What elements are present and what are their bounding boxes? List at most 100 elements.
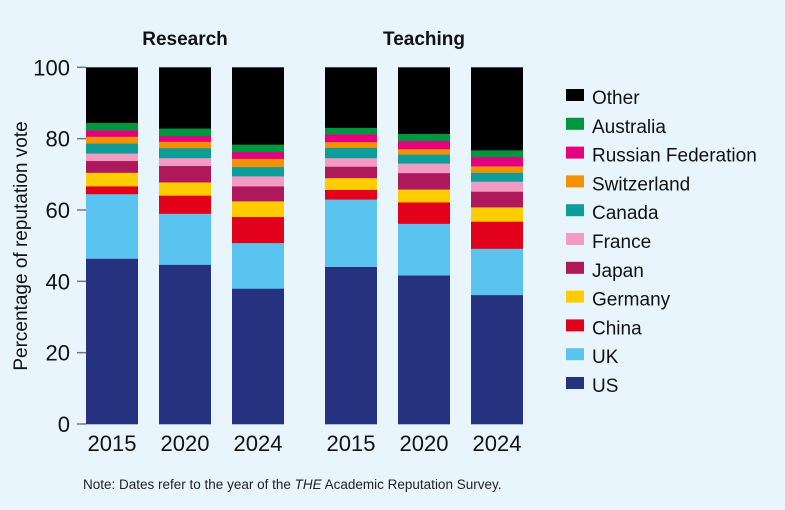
bar-segment-germany — [159, 182, 211, 196]
bar-segment-other — [232, 67, 284, 145]
bar-segment-japan — [325, 166, 377, 179]
bar-segment-japan — [159, 165, 211, 183]
bar-segment-china — [232, 216, 284, 244]
bar-segment-germany — [471, 207, 523, 222]
legend-swatch — [566, 175, 584, 188]
bar-segment-switzerland — [232, 158, 284, 168]
bar-segment-us — [159, 264, 211, 425]
bar-segment-australia — [159, 128, 211, 137]
legend-label: Japan — [592, 261, 644, 282]
legend-label: Russian Federation — [592, 146, 757, 167]
note-text: Note: Dates refer to the year of the — [83, 477, 295, 492]
bar-segment-uk — [159, 213, 211, 265]
bar-segment-china — [159, 195, 211, 214]
bar-segment-uk — [232, 242, 284, 289]
legend-swatch — [566, 233, 584, 245]
legend-label: Canada — [592, 203, 659, 224]
y-tick-label: 0 — [58, 412, 70, 437]
bar-segment-france — [159, 157, 211, 167]
bar-segment-us — [86, 258, 138, 425]
bar-segment-germany — [232, 201, 284, 218]
bar-segment-germany — [325, 177, 377, 190]
legend-label: France — [592, 232, 651, 253]
bar-segment-us — [398, 275, 450, 425]
bar-segment-china — [471, 221, 523, 249]
bar-segment-australia — [471, 150, 523, 158]
bar-segment-china — [325, 189, 377, 200]
x-tick-label: 2020 — [400, 431, 449, 456]
bar-segment-us — [471, 294, 523, 425]
bar-segment-japan — [86, 160, 138, 173]
bar-segment-canada — [471, 172, 523, 182]
bar-segment-uk — [325, 199, 377, 267]
bar-segment-canada — [398, 154, 450, 164]
bar-segment-russian-federation — [86, 130, 138, 137]
legend-label: Other — [592, 88, 640, 109]
x-tick-label: 2015 — [88, 431, 137, 456]
bar-segment-australia — [86, 122, 138, 131]
bar-segment-other — [325, 67, 377, 128]
bar-segment-japan — [471, 191, 523, 208]
bar-segment-china — [398, 202, 450, 224]
bar-segment-canada — [86, 143, 138, 154]
legend-swatch — [566, 117, 584, 130]
bar-segment-japan — [232, 186, 284, 202]
bar-segment-uk — [471, 248, 523, 296]
bar-segment-france — [86, 153, 138, 162]
bar-segment-australia — [398, 133, 450, 142]
bar-segment-russian-federation — [159, 135, 211, 142]
y-tick-label: 80 — [46, 127, 70, 152]
bar-segment-us — [325, 266, 377, 425]
y-axis-label: Percentage of reputation vote — [11, 121, 32, 370]
legend-label: China — [592, 318, 642, 339]
bar-segment-russian-federation — [232, 151, 284, 159]
bar-segment-other — [471, 67, 523, 151]
legend-swatch — [566, 261, 584, 274]
bar-segment-russian-federation — [398, 140, 450, 150]
note-text-end: Academic Reputation Survey. — [321, 477, 502, 492]
x-tick-label: 2020 — [161, 431, 210, 456]
legend-swatch — [566, 89, 584, 101]
bar-segment-switzerland — [398, 148, 450, 155]
bar-segment-uk — [398, 223, 450, 276]
bar-segment-other — [86, 67, 138, 123]
legend-label: UK — [592, 347, 619, 368]
note-italic: THE — [294, 477, 322, 492]
x-tick-label: 2024 — [473, 431, 522, 456]
bar-segment-australia — [325, 127, 377, 135]
y-tick-label: 60 — [46, 198, 70, 223]
bar-segment-china — [86, 186, 138, 195]
bar-segment-switzerland — [159, 141, 211, 149]
legend-swatch — [566, 319, 584, 332]
y-tick-label: 20 — [46, 341, 70, 366]
chart-note: Note: Dates refer to the year of the THE… — [83, 477, 501, 492]
group-title: Teaching — [383, 29, 465, 50]
legend-label: Australia — [592, 117, 666, 138]
legend-swatch — [566, 290, 584, 303]
x-tick-label: 2015 — [327, 431, 376, 456]
legend-label: Germany — [592, 290, 671, 311]
legend-label: Switzerland — [592, 174, 690, 195]
bar-segment-other — [398, 67, 450, 134]
bar-segment-canada — [232, 166, 284, 177]
y-tick-label: 100 — [33, 55, 70, 80]
group-title: Research — [142, 29, 228, 50]
bar-segment-france — [232, 176, 284, 187]
bar-segment-russian-federation — [471, 156, 523, 167]
bar-segment-germany — [398, 189, 450, 203]
bar-segment-france — [471, 181, 523, 192]
x-tick-label: 2024 — [234, 431, 283, 456]
legend-label: US — [592, 376, 618, 397]
legend-swatch — [566, 204, 584, 217]
bar-segment-russian-federation — [325, 134, 377, 143]
bar-segment-france — [325, 157, 377, 167]
bar-segment-japan — [398, 172, 450, 190]
bar-segment-switzerland — [325, 141, 377, 148]
legend-swatch — [566, 146, 584, 159]
bar-segment-germany — [86, 172, 138, 187]
bar-segment-other — [159, 67, 211, 129]
y-tick-label: 40 — [46, 269, 70, 294]
bar-segment-australia — [232, 144, 284, 153]
